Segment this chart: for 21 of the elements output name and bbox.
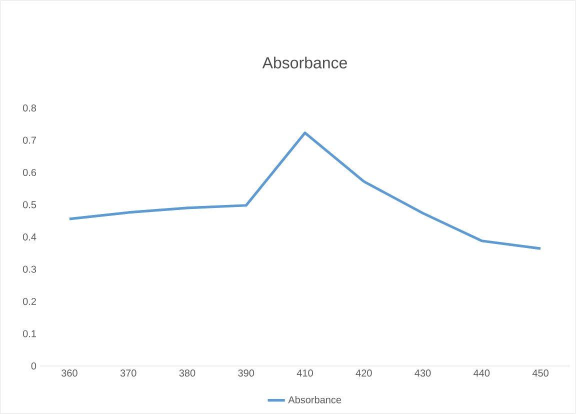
x-tick-label: 360 [61,370,78,377]
line-series [68,132,542,250]
x-tick-label: 390 [238,370,254,377]
x-tick-label: 420 [356,370,372,377]
y-tick-label: 0.3 [22,266,36,273]
x-tick-label: 440 [474,370,490,377]
y-tick-label: 0.6 [22,168,36,176]
y-tick-label: 0.4 [22,233,36,241]
x-tick-label: 370 [120,370,136,377]
y-tick-label: 0.5 [22,201,36,208]
legend-label: Absorbance [288,396,342,404]
x-tick-label: 450 [532,370,548,377]
x-tick-label: 380 [179,370,196,377]
y-tick-label: 0 [31,362,36,370]
x-tick-label: 430 [414,370,431,377]
y-tick-label: 0.8 [22,104,36,112]
x-tick-label: 410 [296,370,313,377]
chart-title: Absorbance [262,56,347,68]
y-tick-label: 0.2 [22,298,36,306]
y-tick-label: 0.1 [22,330,36,338]
y-tick-label: 0.7 [22,136,36,144]
